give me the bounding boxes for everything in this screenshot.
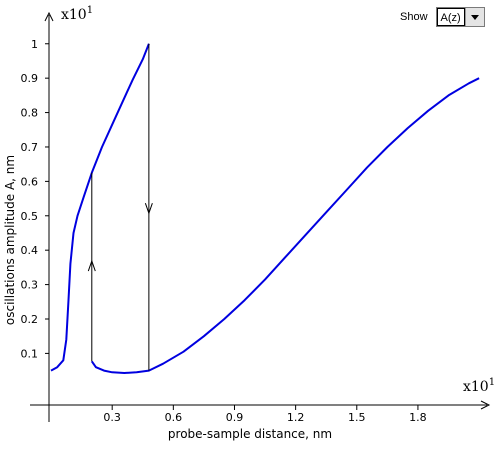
show-select-value[interactable]: A(z) [436, 8, 465, 26]
y-tick-label: 0.5 [21, 210, 39, 223]
y-tick-label: 0.6 [21, 175, 39, 188]
arrow-up-icon [87, 259, 96, 272]
transitions-group [87, 43, 153, 371]
y-tick-label: 0.8 [21, 107, 39, 120]
y-scale-label: x101 [61, 5, 93, 23]
show-dropdown-button[interactable] [464, 8, 484, 26]
x-axis-arrow-icon [480, 400, 491, 410]
chevron-down-icon [470, 14, 479, 20]
series-line-2 [90, 77, 480, 374]
series-group [50, 43, 480, 374]
x-scale-label: x101 [463, 377, 495, 395]
y-tick-label: 1 [31, 38, 38, 51]
x-tick-label: 1.8 [409, 411, 427, 424]
x-tick-label: 0.6 [165, 411, 183, 424]
show-control: Show A(z) [400, 6, 485, 28]
x-ticks: 0.3 0.6 0.9 1.2 1.5 1.8 [103, 405, 427, 424]
show-select[interactable]: A(z) [435, 7, 485, 27]
show-label: Show [400, 11, 428, 23]
y-axis-title: oscillations amplitude A, nm [3, 155, 17, 325]
x-tick-label: 0.3 [103, 411, 121, 424]
y-tick-label: 0.4 [21, 244, 39, 257]
y-tick-label: 0.2 [21, 313, 39, 326]
arrow-down-icon [144, 203, 153, 215]
x-axis-title: probe-sample distance, nm [168, 427, 332, 441]
series-line-1 [50, 43, 150, 372]
x-tick-label: 1.2 [287, 411, 305, 424]
y-tick-label: 0.1 [21, 347, 39, 360]
y-ticks: 0.1 0.2 0.3 0.4 0.5 0.6 0.7 0.8 0.9 1 [21, 38, 49, 360]
x-tick-label: 0.9 [226, 411, 244, 424]
y-axis-arrow-icon [44, 11, 54, 22]
axes [30, 11, 491, 422]
x-tick-label: 1.5 [348, 411, 366, 424]
y-tick-label: 0.7 [21, 141, 39, 154]
y-tick-label: 0.3 [21, 279, 39, 292]
y-tick-label: 0.9 [21, 72, 39, 85]
